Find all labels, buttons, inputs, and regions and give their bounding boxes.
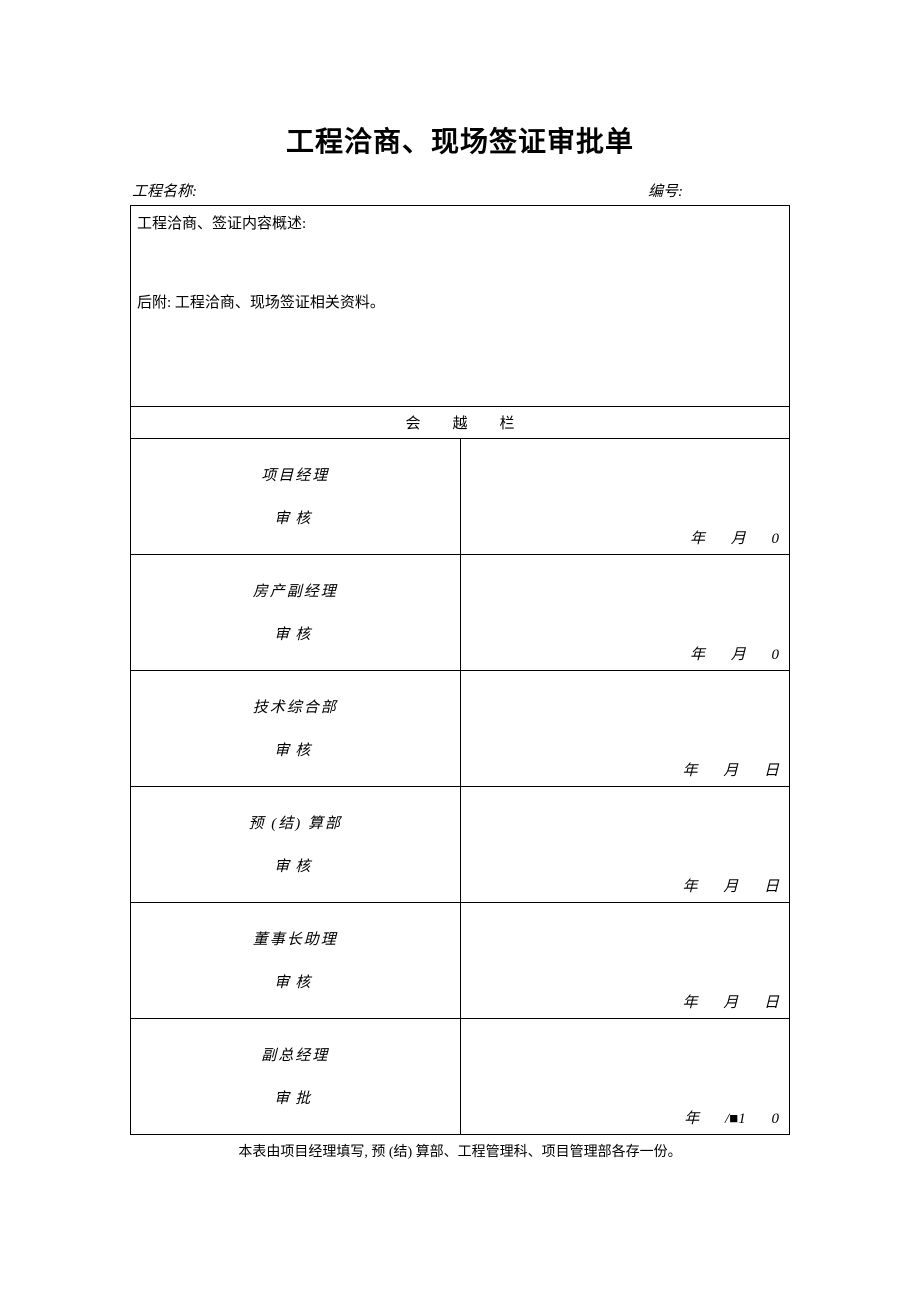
section-header-row: 会越栏 [131, 406, 790, 438]
date-month: /■1 [725, 1111, 746, 1128]
label-cell: 技术综合部 审核 [131, 670, 461, 786]
sign-cell: 年 月 0 [460, 554, 790, 670]
approval-row-project-manager: 项目经理 审核 年 月 0 [131, 438, 790, 554]
date-year: 年 [682, 759, 697, 780]
label-cell: 项目经理 审核 [131, 438, 461, 554]
date-year: 年 [684, 1107, 699, 1128]
action-label: 审核 [131, 855, 460, 876]
action-label: 审核 [131, 971, 460, 992]
approval-row-tech-dept: 技术综合部 审核 年 月 日 [131, 670, 790, 786]
date-year: 年 [690, 643, 705, 664]
date-month: 月 [731, 527, 746, 548]
date-day: 0 [772, 647, 780, 664]
date-month: 月 [723, 759, 738, 780]
sign-cell: 年 月 日 [460, 902, 790, 1018]
header-row: 工程名称: 编号: [130, 180, 790, 206]
page-title: 工程洽商、现场签证审批单 [0, 120, 920, 160]
date-year: 年 [690, 527, 705, 548]
action-label: 审核 [131, 623, 460, 644]
date-day: 0 [772, 531, 780, 548]
date-month: 月 [723, 991, 738, 1012]
sign-cell: 年 /■1 0 [460, 1018, 790, 1134]
approval-row-deputy-general-manager: 副总经理 审批 年 /■1 0 [131, 1018, 790, 1134]
date-year: 年 [682, 875, 697, 896]
sign-cell: 年 月 0 [460, 438, 790, 554]
action-label: 审核 [131, 507, 460, 528]
label-cell: 副总经理 审批 [131, 1018, 461, 1134]
content-summary-label: 工程洽商、签证内容概述: [137, 212, 783, 233]
date-day: 0 [772, 1111, 780, 1128]
date-day: 日 [764, 991, 779, 1012]
role-label: 房产副经理 [131, 580, 460, 601]
sign-cell: 年 月 日 [460, 786, 790, 902]
label-cell: 董事长助理 审核 [131, 902, 461, 1018]
number-label: 编号: [648, 180, 788, 201]
approval-row-chairman-assistant: 董事长助理 审核 年 月 日 [131, 902, 790, 1018]
date-month: 月 [731, 643, 746, 664]
date-day: 日 [764, 875, 779, 896]
role-label: 预 (结) 算部 [131, 812, 460, 833]
footer-note: 本表由项目经理填写, 预 (结) 算部、工程管理科、项目管理部各存一份。 [130, 1141, 790, 1161]
content-row: 工程洽商、签证内容概述: 后附: 工程洽商、现场签证相关资料。 [131, 206, 790, 406]
label-cell: 房产副经理 审核 [131, 554, 461, 670]
content-cell: 工程洽商、签证内容概述: 后附: 工程洽商、现场签证相关资料。 [131, 206, 790, 406]
role-label: 董事长助理 [131, 928, 460, 949]
date-year: 年 [682, 991, 697, 1012]
label-cell: 预 (结) 算部 审核 [131, 786, 461, 902]
project-name-label: 工程名称: [132, 180, 648, 201]
action-label: 审批 [131, 1087, 460, 1108]
sign-cell: 年 月 日 [460, 670, 790, 786]
approval-row-budget-dept: 预 (结) 算部 审核 年 月 日 [131, 786, 790, 902]
role-label: 技术综合部 [131, 696, 460, 717]
approval-row-property-deputy: 房产副经理 审核 年 月 0 [131, 554, 790, 670]
approval-form-table: 工程洽商、签证内容概述: 后附: 工程洽商、现场签证相关资料。 会越栏 项目经理… [130, 206, 790, 1135]
content-attachment-label: 后附: 工程洽商、现场签证相关资料。 [137, 291, 783, 312]
action-label: 审核 [131, 739, 460, 760]
section-header: 会越栏 [131, 406, 790, 438]
role-label: 项目经理 [131, 464, 460, 485]
role-label: 副总经理 [131, 1044, 460, 1065]
date-month: 月 [723, 875, 738, 896]
date-day: 日 [764, 759, 779, 780]
